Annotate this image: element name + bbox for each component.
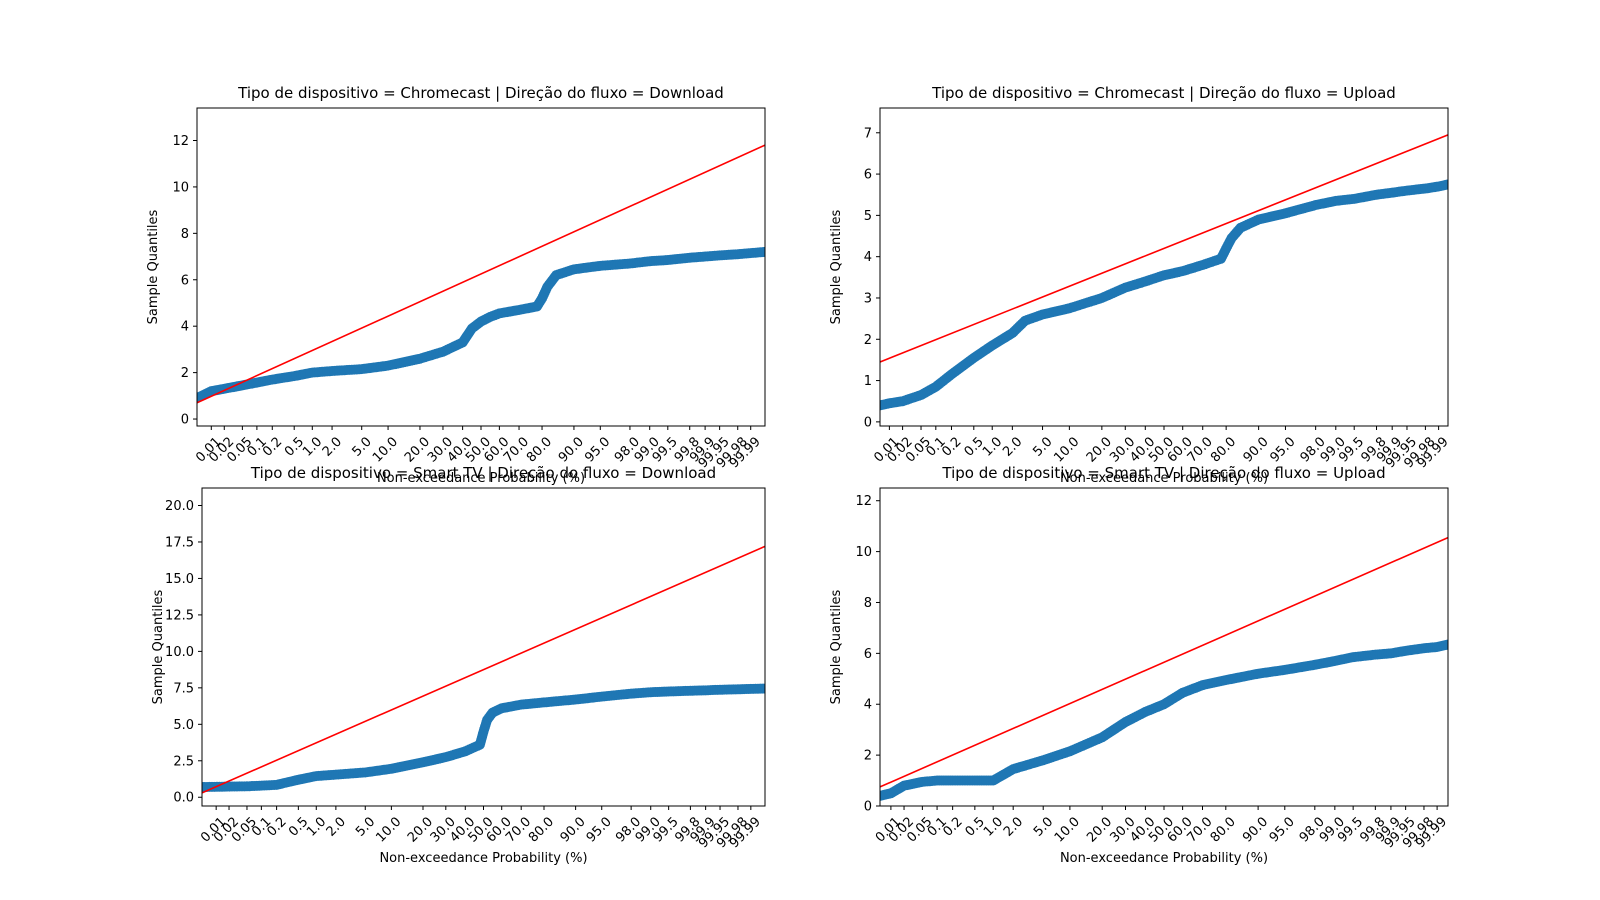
y-tick-label: 2 — [181, 366, 189, 381]
sample-points — [880, 179, 1448, 411]
y-tick-label: 0 — [181, 413, 189, 428]
panel-title: Tipo de dispositivo = Chromecast | Direç… — [237, 84, 724, 102]
y-tick-label: 12.5 — [165, 608, 194, 623]
fit-line — [202, 545, 765, 794]
y-tick-label: 1 — [864, 374, 872, 389]
y-tick-label: 3 — [864, 291, 872, 306]
y-tick-label: 10.0 — [165, 645, 194, 660]
y-axis-label: Sample Quantiles — [151, 589, 166, 704]
x-axis-label: Non-exceedance Probability (%) — [1060, 471, 1268, 486]
y-tick-label: 15.0 — [165, 572, 194, 587]
qq-panel-smarttv-download: 0.02.55.07.510.012.515.017.520.00.010.02… — [151, 464, 766, 866]
sample-point — [760, 683, 765, 694]
y-tick-label: 0 — [864, 800, 872, 815]
y-tick-label: 7 — [864, 126, 872, 141]
y-axis-label: Sample Quantiles — [829, 209, 844, 324]
y-tick-label: 4 — [181, 320, 189, 335]
panel-title: Tipo de dispositivo = Smart TV | Direção… — [250, 464, 716, 482]
sample-point — [760, 246, 765, 257]
x-axis-label: Non-exceedance Probability (%) — [379, 851, 587, 866]
fit-line — [880, 134, 1448, 363]
x-axis-label: Non-exceedance Probability (%) — [1060, 851, 1268, 866]
y-tick-label: 10 — [172, 180, 189, 195]
y-tick-label: 2 — [864, 749, 872, 764]
sample-point — [1443, 639, 1448, 650]
y-tick-label: 6 — [181, 273, 189, 288]
y-axis-label: Sample Quantiles — [146, 209, 161, 324]
sample-point — [1443, 179, 1448, 190]
y-tick-label: 7.5 — [173, 681, 194, 696]
sample-points — [197, 246, 765, 404]
y-tick-label: 6 — [864, 647, 872, 662]
y-tick-label: 0.0 — [173, 791, 194, 806]
y-tick-label: 4 — [864, 250, 872, 265]
y-tick-label: 6 — [864, 168, 872, 183]
y-tick-label: 2.5 — [173, 754, 194, 769]
fit-line — [197, 144, 765, 404]
sample-points — [202, 683, 765, 793]
y-tick-label: 4 — [864, 698, 872, 713]
y-tick-label: 8 — [181, 227, 189, 242]
panel-title: Tipo de dispositivo = Smart TV | Direção… — [941, 464, 1385, 482]
x-axis-label: Non-exceedance Probability (%) — [377, 471, 585, 486]
y-tick-label: 12 — [855, 494, 872, 509]
y-tick-label: 0 — [864, 415, 872, 430]
y-tick-label: 20.0 — [165, 499, 194, 514]
y-tick-label: 5 — [864, 209, 872, 224]
y-tick-label: 10 — [855, 545, 872, 560]
y-axis-label: Sample Quantiles — [829, 589, 844, 704]
fit-line — [880, 536, 1448, 788]
y-tick-label: 8 — [864, 596, 872, 611]
y-tick-label: 17.5 — [165, 535, 194, 550]
y-tick-label: 12 — [172, 134, 189, 149]
y-tick-label: 2 — [864, 333, 872, 348]
sample-points — [880, 639, 1448, 801]
panel-title: Tipo de dispositivo = Chromecast | Direç… — [931, 84, 1396, 102]
y-tick-label: 5.0 — [173, 718, 194, 733]
